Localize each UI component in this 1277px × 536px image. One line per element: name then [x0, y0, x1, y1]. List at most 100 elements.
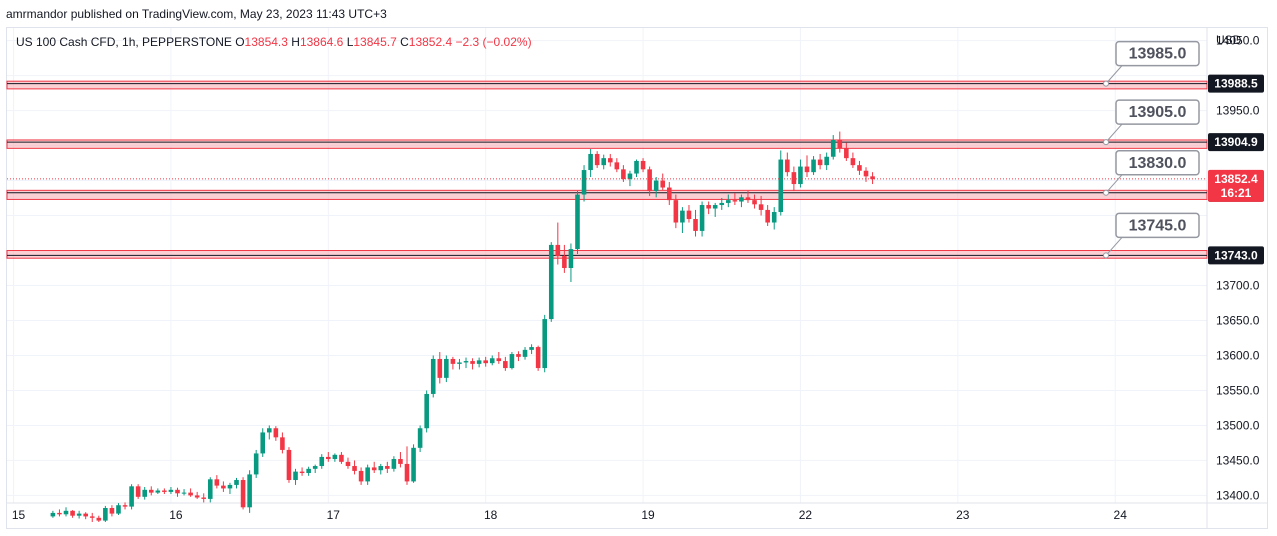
candle-body: [817, 159, 823, 166]
candle-body: [109, 508, 115, 514]
candle-body: [765, 209, 770, 223]
callout-pointer: [1105, 174, 1123, 194]
candle-body: [129, 486, 134, 507]
callout-box: [1115, 40, 1200, 67]
current-price-text: 13852.4: [1214, 172, 1258, 186]
candle-body: [312, 466, 318, 469]
candle-body: [824, 156, 829, 166]
candle-body: [830, 139, 836, 157]
callout-box: [1115, 212, 1200, 239]
candle-body: [457, 362, 462, 364]
price-label-box: [1208, 133, 1264, 152]
candle-body: [273, 428, 279, 438]
candle-body: [798, 166, 803, 185]
candle-body: [385, 466, 390, 469]
candle-body: [260, 432, 266, 454]
candle-body: [148, 489, 154, 493]
callout-anchor: [1103, 252, 1109, 259]
sr-zone: [6, 250, 1208, 259]
x-tick-label: 16: [169, 508, 183, 522]
publisher-credit: amrmandor published on TradingView.com, …: [6, 7, 387, 21]
open-value: 13854.3: [244, 35, 288, 49]
callout-box: [1115, 150, 1200, 176]
candle-body: [712, 205, 718, 209]
candle-body: [437, 358, 443, 378]
candle-body: [529, 347, 534, 350]
candle-body: [155, 490, 161, 493]
candle-body: [227, 484, 233, 489]
candle-body: [535, 347, 541, 369]
candle-body: [280, 437, 285, 450]
candle-body: [752, 200, 757, 205]
close-value: 13852.4: [408, 35, 453, 49]
currency-label: USD: [1216, 33, 1242, 47]
high-value: 13864.6: [299, 35, 344, 49]
callout-pointer: [1105, 237, 1123, 256]
x-tick-label: 18: [484, 508, 498, 522]
candle-body: [758, 204, 764, 210]
candle-body: [745, 197, 751, 201]
candle-body: [660, 180, 666, 188]
x-tick-label: 23: [956, 508, 970, 522]
candle-body: [378, 466, 384, 471]
candle-body: [542, 319, 547, 369]
candle-body: [286, 449, 292, 481]
symbol-name: US 100 Cash CFD, 1h, PEPPERSTONE: [16, 35, 232, 49]
candle-body: [653, 180, 659, 192]
candle-body: [89, 516, 95, 518]
y-tick-label: 13600.0: [1216, 348, 1260, 362]
candle-body: [496, 358, 502, 362]
candle-body: [791, 172, 797, 185]
y-tick-label: 13450.0: [1216, 453, 1260, 467]
candle-body: [404, 463, 410, 482]
candle-body: [503, 361, 508, 369]
candle-body: [116, 505, 121, 514]
x-tick-label: 19: [641, 508, 655, 522]
candle-body: [699, 205, 705, 231]
candle-body: [417, 428, 423, 448]
current-price-box: [1208, 169, 1264, 202]
candle-body: [706, 205, 711, 209]
x-tick-label: 15: [12, 508, 26, 522]
candle-body: [267, 428, 272, 433]
candle-body: [83, 513, 88, 517]
candle-body: [207, 479, 213, 499]
candle-body: [103, 508, 108, 521]
candle-body: [621, 169, 626, 180]
candle-body: [188, 492, 193, 496]
candle-body: [680, 210, 685, 223]
candle-body: [332, 454, 338, 460]
candle-body: [306, 468, 311, 474]
candle-body: [234, 480, 239, 485]
candle-body: [326, 456, 331, 460]
candle-body: [726, 200, 731, 203]
chart-frame: [6, 27, 1268, 529]
candle-body: [640, 160, 646, 170]
callout-anchor: [1103, 80, 1109, 87]
low-label: L: [346, 35, 354, 49]
countdown-text: 16:21: [1221, 186, 1252, 200]
candle-body: [391, 459, 397, 469]
price-label-text: 13904.9: [1214, 135, 1258, 149]
candle-body: [863, 170, 869, 177]
price-label-box: [1208, 74, 1264, 93]
candle-body: [568, 249, 574, 269]
callout-text: 13985.0: [1129, 46, 1187, 63]
candle-body: [562, 256, 567, 269]
candle-body: [339, 454, 344, 462]
candle-body: [358, 470, 364, 482]
candle-body: [693, 219, 698, 231]
candle-body: [594, 153, 600, 166]
candle-body: [57, 512, 62, 515]
candle-body: [516, 354, 521, 357]
y-tick-label: 14050.0: [1216, 34, 1260, 48]
candle-body: [850, 158, 856, 166]
sr-zone: [6, 189, 1208, 200]
candle-body: [771, 212, 777, 223]
x-tick-label: 17: [327, 508, 341, 522]
candle-body: [371, 467, 377, 471]
callout-pointer: [1105, 65, 1123, 84]
candle-body: [319, 456, 325, 467]
x-tick-label: 22: [799, 508, 813, 522]
